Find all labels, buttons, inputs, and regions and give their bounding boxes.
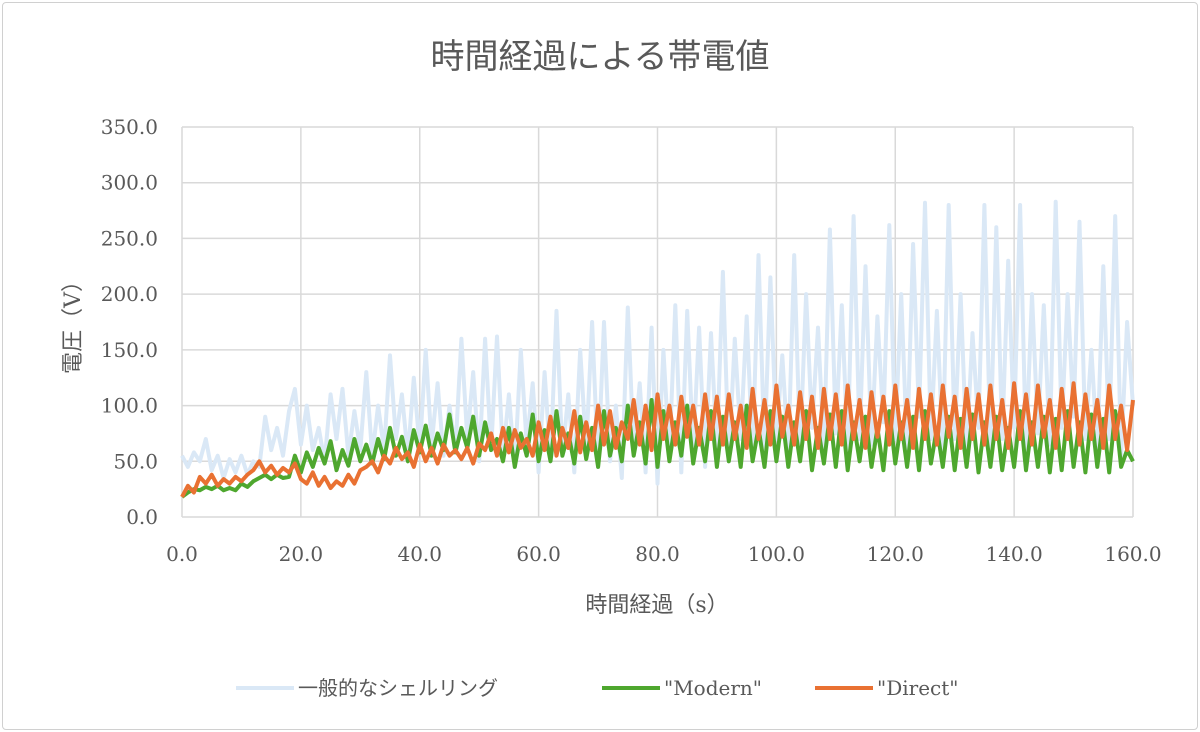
x-tick-label: 80.0: [635, 542, 680, 566]
legend-item-1: "Modern": [602, 676, 762, 700]
y-tick-label: 50.0: [113, 449, 158, 473]
x-tick-label: 100.0: [748, 542, 805, 566]
y-tick-label: 350.0: [101, 115, 158, 139]
y-tick-label: 300.0: [101, 171, 158, 195]
x-tick-label: 40.0: [397, 542, 442, 566]
y-tick-label: 250.0: [101, 226, 158, 250]
tick-labels: 0.0 50.0 100.0 150.0 200.0 250.0 300.0 350.0 0.0…: [101, 115, 1162, 566]
y-tick-label: 0.0: [126, 505, 158, 529]
series-line-0: [180, 199, 1135, 486]
x-tick-label: 120.0: [867, 542, 924, 566]
legend: 一般的なシェルリング "Modern" "Direct": [236, 676, 958, 700]
x-axis-label: 時間経過（s）: [585, 593, 728, 618]
y-axis-label: 電圧（V）: [61, 270, 86, 374]
y-tick-label: 100.0: [101, 394, 158, 418]
y-tick-label: 200.0: [101, 282, 158, 306]
x-tick-label: 160.0: [1104, 542, 1161, 566]
legend-item-0: 一般的なシェルリング: [236, 676, 498, 700]
legend-label: 一般的なシェルリング: [298, 676, 498, 700]
x-tick-label: 60.0: [516, 542, 561, 566]
x-tick-label: 140.0: [985, 542, 1042, 566]
y-tick-label: 150.0: [101, 338, 158, 362]
legend-item-2: "Direct": [815, 676, 958, 700]
legend-label: "Modern": [664, 676, 762, 700]
legend-label: "Direct": [877, 676, 958, 700]
series-lines: [180, 199, 1135, 499]
chart-title: 時間経過による帯電値: [431, 37, 770, 77]
series-line-2: [180, 381, 1135, 498]
x-tick-label: 0.0: [166, 542, 198, 566]
x-tick-label: 20.0: [279, 542, 324, 566]
